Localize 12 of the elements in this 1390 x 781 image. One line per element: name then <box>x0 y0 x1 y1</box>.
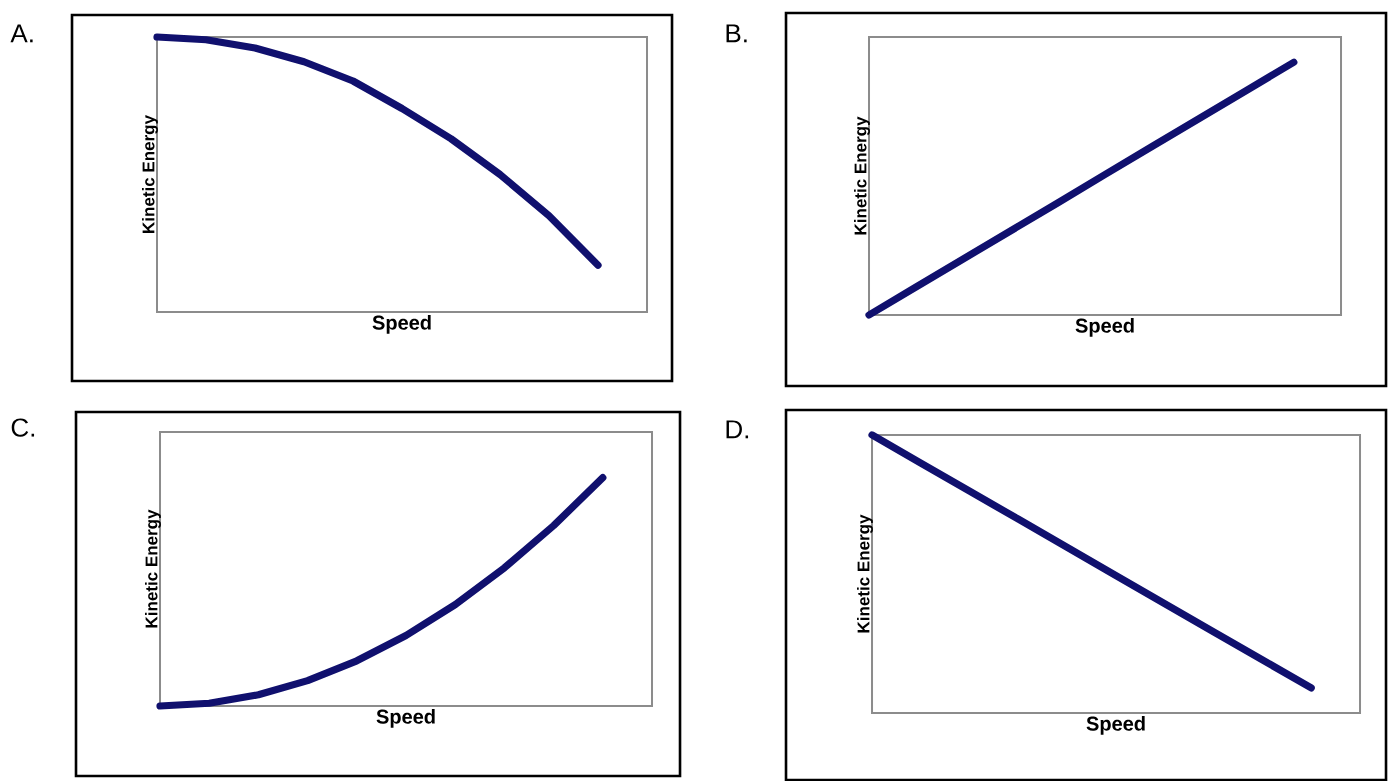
chart-title: A. <box>10 24 33 43</box>
x-axis-title: Speed <box>376 708 435 728</box>
chart-title: C. <box>11 418 35 437</box>
x-axis-title: Speed <box>1086 715 1145 735</box>
x-axis-title: Speed <box>1075 317 1134 337</box>
y-axis-title: Kinetic Energy <box>854 116 870 235</box>
chart-title: B. <box>726 24 747 43</box>
chart-title: D. <box>726 420 749 439</box>
y-axis-title: Kinetic Energy <box>145 509 161 628</box>
y-axis-title: Kinetic Energy <box>142 114 158 233</box>
y-axis-title: Kinetic Energy <box>857 514 873 633</box>
x-axis-title: Speed <box>372 314 431 334</box>
